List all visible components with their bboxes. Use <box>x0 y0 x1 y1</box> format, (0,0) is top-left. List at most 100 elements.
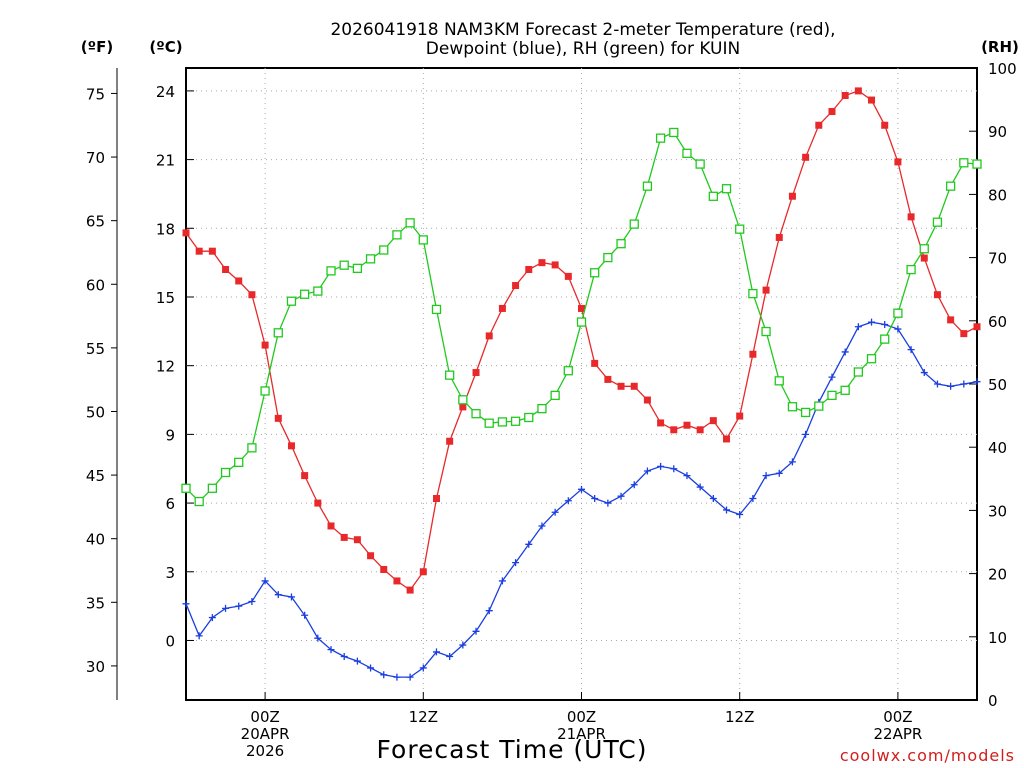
series-2-meter-temperature <box>182 87 981 594</box>
temperature-point <box>881 121 889 129</box>
rh-tick-label: 30 <box>988 502 1007 520</box>
fahrenheit-tick-label: 30 <box>86 658 105 676</box>
dewpoint-point <box>419 664 427 672</box>
dewpoint-point <box>195 632 203 640</box>
rh-point <box>880 334 890 344</box>
rh-point <box>919 244 929 254</box>
dewpoint-point <box>657 462 665 470</box>
data-series <box>181 87 982 681</box>
rh-point <box>194 496 204 507</box>
dewpoint-point <box>261 577 269 585</box>
dewpoint-point <box>182 600 190 608</box>
temperature-point <box>683 421 691 429</box>
dewpoint-point <box>459 641 467 649</box>
rh-tick-label: 80 <box>988 186 1007 204</box>
dewpoint-point <box>301 611 309 619</box>
dewpoint-point <box>432 648 440 656</box>
rh-point <box>603 252 613 263</box>
temperature-point <box>380 565 388 573</box>
temperature-point <box>512 282 520 290</box>
dewpoint-point <box>222 604 230 612</box>
rh-point <box>629 219 639 229</box>
rh-point <box>853 367 863 377</box>
rh-point <box>735 224 745 234</box>
temperature-point <box>301 472 309 480</box>
rh-point <box>642 181 653 191</box>
rh-point <box>761 326 771 337</box>
dewpoint-point <box>525 540 533 548</box>
temperature-point <box>393 577 401 585</box>
rh-point <box>590 268 600 278</box>
rh-tick-label: 90 <box>988 123 1007 141</box>
temperature-point <box>868 96 876 104</box>
fahrenheit-tick-label: 55 <box>86 340 105 358</box>
temperature-point <box>670 426 678 434</box>
rh-point <box>471 409 481 419</box>
temperature-point <box>525 266 533 274</box>
temperature-point <box>973 323 981 331</box>
dewpoint-point <box>578 485 585 493</box>
temperature-point <box>947 316 955 324</box>
rh-point <box>695 159 705 169</box>
x-tick-label: 2026 <box>246 742 284 760</box>
rh-point <box>273 328 283 338</box>
dewpoint-point <box>881 320 889 328</box>
dewpoint-point <box>406 673 414 681</box>
rh-unit-label: (RH) <box>981 38 1019 56</box>
temperature-point <box>353 536 361 544</box>
dewpoint-point <box>380 671 388 679</box>
temperature-point <box>788 192 796 200</box>
fahrenheit-tick-label: 45 <box>86 467 105 485</box>
dewpoint-point <box>894 325 902 333</box>
x-tick-label: 12Z <box>725 708 754 726</box>
rh-point <box>708 191 718 201</box>
dewpoint-point <box>643 467 651 475</box>
celsius-tick-label: 3 <box>165 564 175 582</box>
dewpoint-point <box>564 497 572 505</box>
rh-tick-label: 60 <box>988 313 1007 331</box>
rh-point <box>392 230 402 240</box>
chart-title-line1: 2026041918 NAM3KM Forecast 2-meter Tempe… <box>330 20 835 40</box>
rh-point <box>220 467 231 478</box>
rh-point <box>537 403 547 414</box>
credit-label: coolwx.com/models <box>840 746 1015 765</box>
temperature-point <box>551 261 559 269</box>
rh-point <box>313 286 323 296</box>
rh-point <box>959 158 969 168</box>
rh-point <box>484 418 494 428</box>
rh-point <box>576 317 587 327</box>
temperature-point <box>828 108 836 116</box>
celsius-tick-label: 0 <box>165 632 175 650</box>
rh-point <box>563 366 573 376</box>
dewpoint-point <box>340 652 348 660</box>
temperature-point <box>617 382 625 390</box>
celsius-tick-label: 6 <box>165 495 175 513</box>
rh-point <box>352 263 363 273</box>
dewpoint-point <box>933 380 941 388</box>
dewpoint-point <box>208 614 216 622</box>
temperature-point <box>657 419 665 427</box>
rh-tick-label: 10 <box>988 629 1007 647</box>
dewpoint-point <box>854 323 862 331</box>
rh-point <box>379 245 389 255</box>
dewpoint-point <box>775 469 783 477</box>
dewpoint-point <box>617 492 625 500</box>
temperature-point <box>498 304 506 312</box>
rh-point <box>339 260 349 270</box>
temperature-point <box>432 494 440 502</box>
dewpoint-point <box>248 598 256 606</box>
dewpoint-point <box>485 607 493 615</box>
temperature-point <box>195 247 203 255</box>
x-tick-label: 21APR <box>557 725 606 743</box>
rh-point <box>669 127 679 138</box>
rh-point <box>748 288 758 299</box>
temperature-point <box>485 332 493 340</box>
dewpoint-point <box>604 499 612 507</box>
temperature-point <box>933 291 941 299</box>
dewpoint-point <box>446 652 454 660</box>
rh-point <box>550 390 560 401</box>
rh-point <box>893 308 903 318</box>
temperature-point <box>446 437 454 445</box>
